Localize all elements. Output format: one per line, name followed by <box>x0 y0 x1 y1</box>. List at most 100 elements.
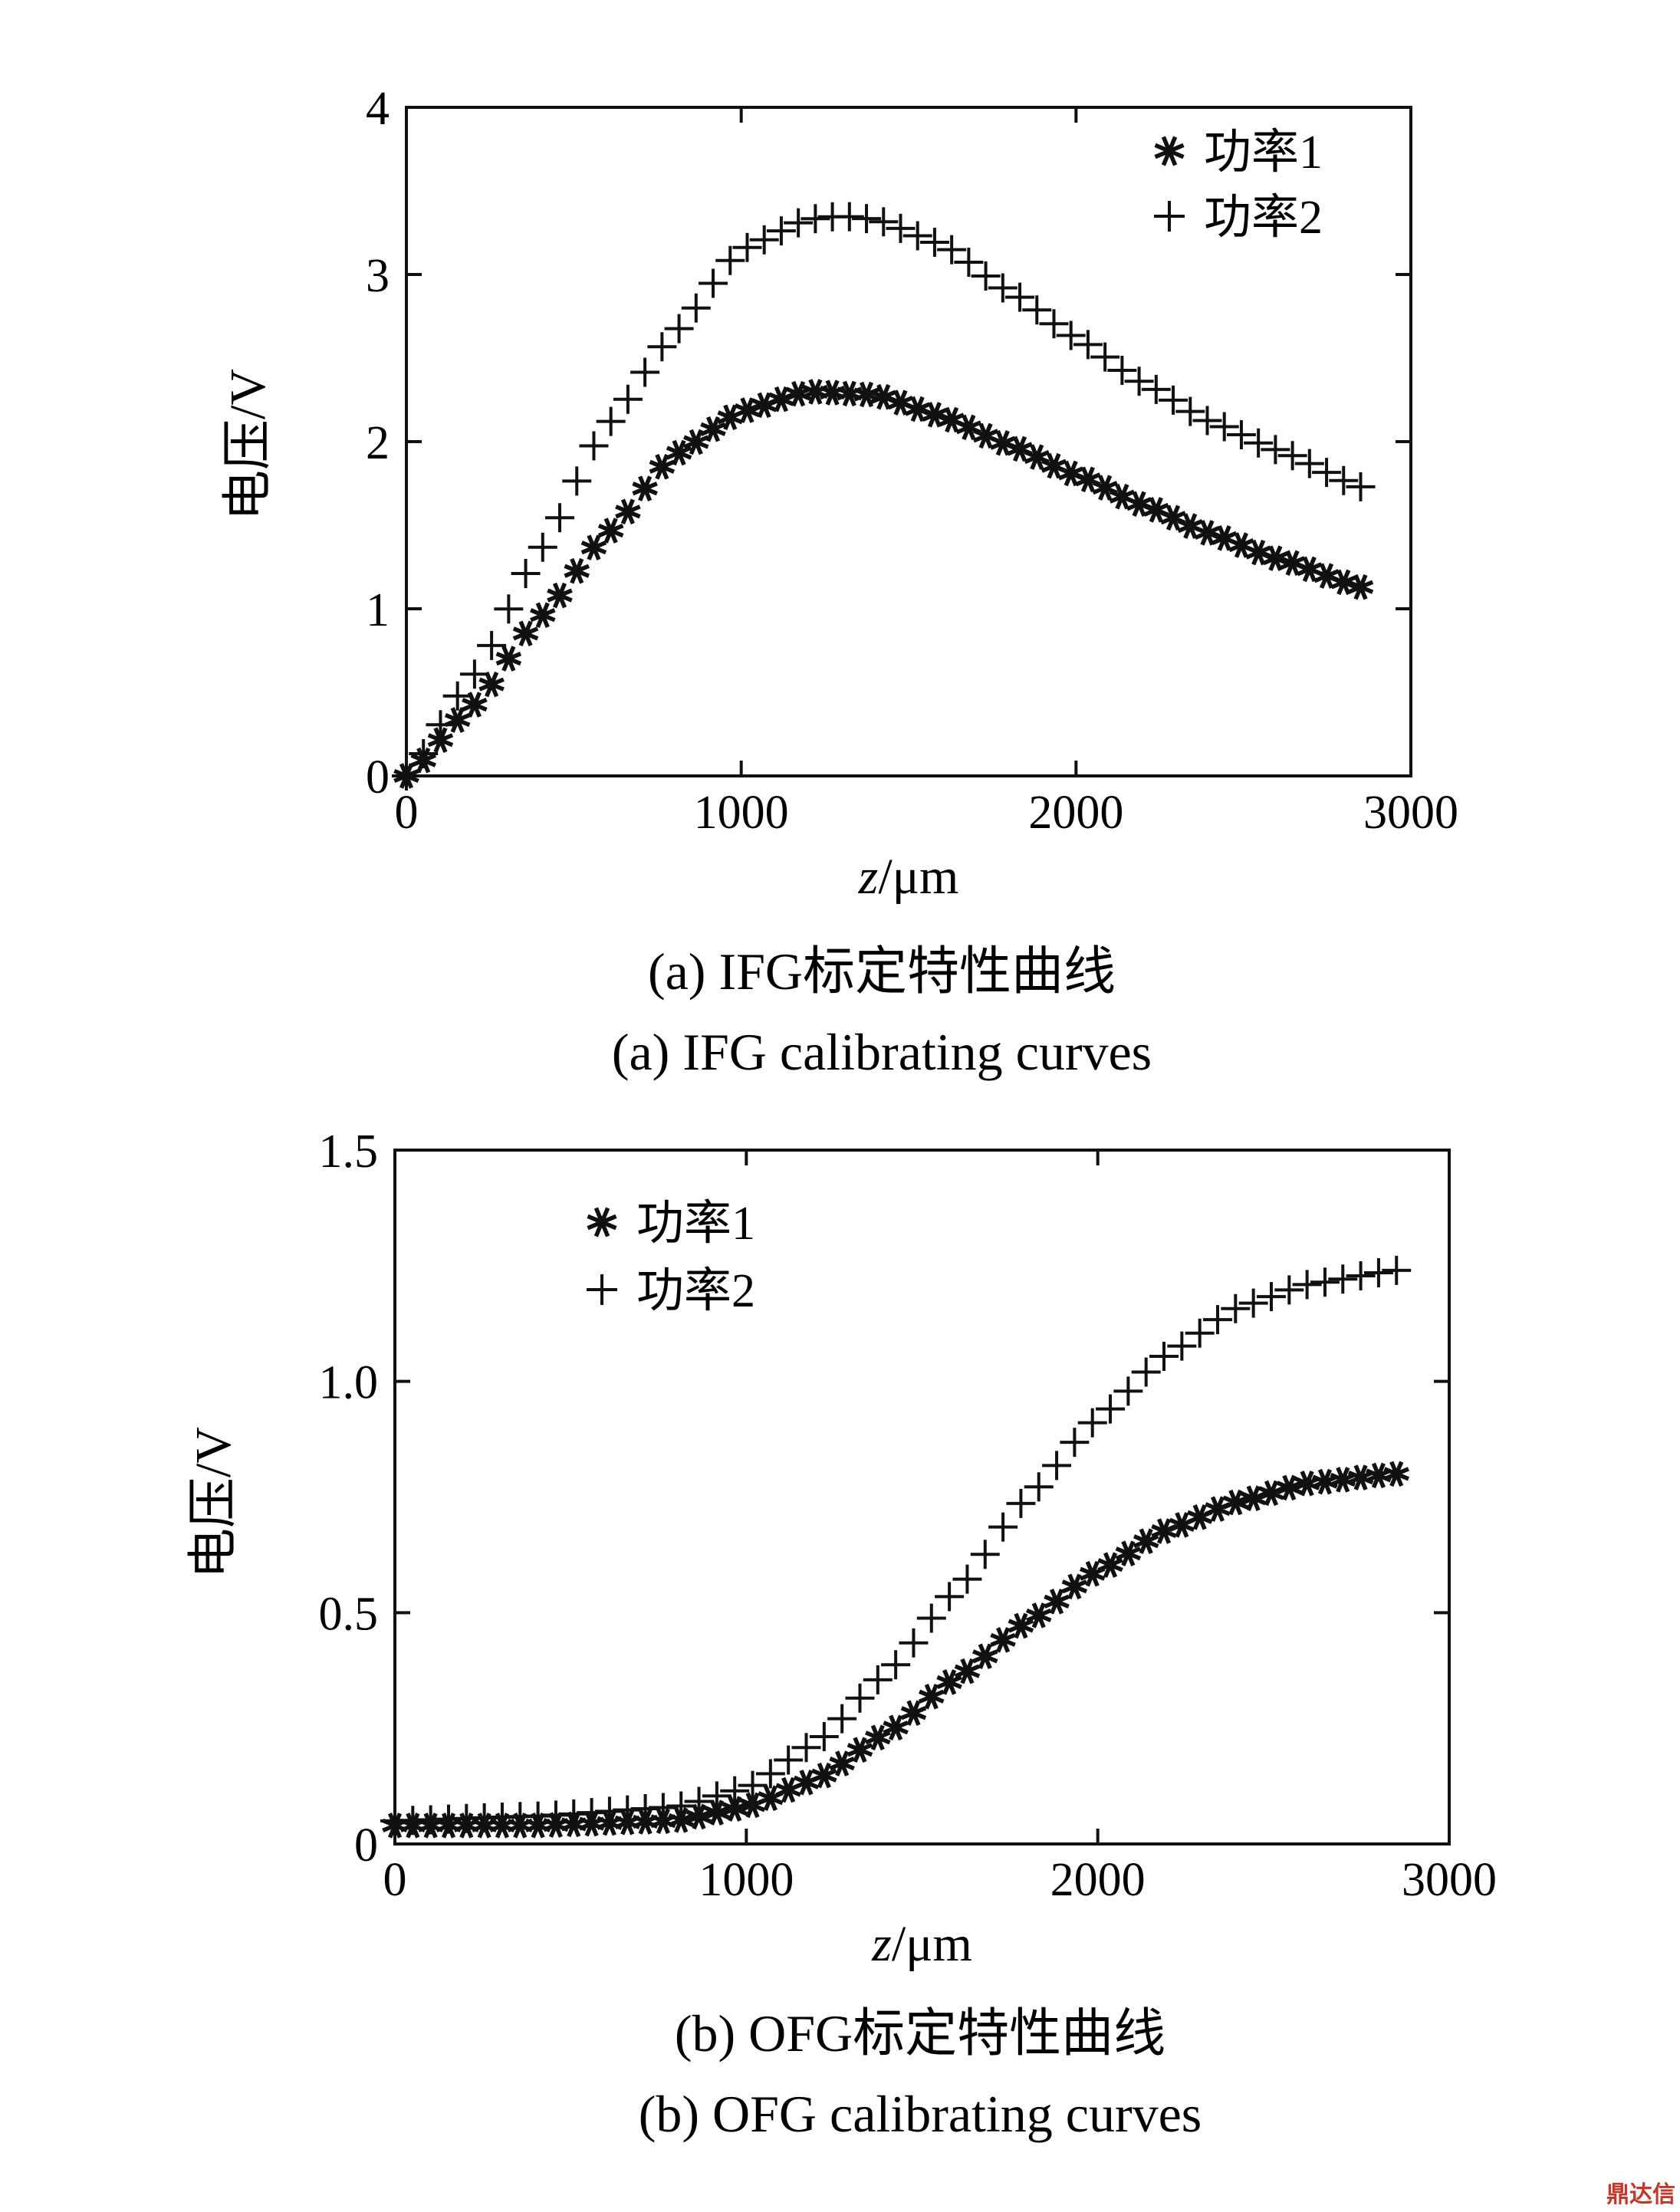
x-axis-unit: /μm <box>878 849 958 905</box>
asterisk-marker <box>939 406 965 433</box>
asterisk-marker <box>955 414 982 441</box>
chart-ofg: 0 1000 2000 3000 0 0.5 1.0 1.5 电压/V z/μm 功率1 功率2 (b)… <box>186 1126 1497 2143</box>
plus-marker <box>1328 1264 1358 1294</box>
asterisk-marker <box>990 430 1016 456</box>
plus-marker <box>587 1274 617 1305</box>
asterisk-marker <box>1279 550 1306 577</box>
plus-marker <box>1175 396 1205 426</box>
y-tick-label: 3 <box>366 250 390 302</box>
asterisk-marker <box>887 389 914 416</box>
plus-marker <box>1060 1428 1090 1458</box>
asterisk-marker <box>1079 1560 1106 1587</box>
asterisk-marker <box>785 380 811 407</box>
plus-marker <box>1238 1288 1268 1318</box>
plus-marker <box>899 1628 929 1658</box>
plus-marker <box>1277 441 1307 471</box>
x-tick-label: 2000 <box>1028 787 1123 839</box>
asterisk-marker <box>793 1769 820 1796</box>
asterisk-marker <box>904 396 931 422</box>
plus-marker <box>791 1733 821 1763</box>
asterisk-marker <box>462 692 488 718</box>
plus-marker <box>988 1512 1018 1542</box>
asterisk-marker <box>972 422 999 449</box>
asterisk-marker <box>512 620 539 647</box>
x-tick-label: 0 <box>395 787 419 839</box>
asterisk-marker <box>632 475 658 501</box>
watermark-text: 鼎达信 <box>1606 2181 1675 2208</box>
plus-marker <box>1329 465 1359 495</box>
plus-marker <box>1073 330 1103 360</box>
plus-marker <box>409 738 439 768</box>
plus-marker <box>732 232 762 262</box>
x-tick-label: 3000 <box>1402 1854 1497 1906</box>
plus-marker <box>1141 374 1171 404</box>
asterisk-marker <box>847 1737 873 1763</box>
y-axis-label: 电压/V <box>186 1427 242 1579</box>
plus-marker <box>1346 1260 1376 1290</box>
y-tick-label: 1.5 <box>319 1126 379 1178</box>
plus-marker <box>801 204 830 234</box>
series-plus <box>380 1255 1412 1836</box>
asterisk-marker <box>990 1627 1016 1653</box>
plus-marker <box>720 1776 750 1806</box>
asterisk-marker <box>919 1683 945 1710</box>
plus-marker <box>827 1704 857 1734</box>
plus-marker <box>1167 1331 1197 1361</box>
asterisk-marker <box>1024 444 1050 470</box>
plus-marker <box>809 1721 839 1751</box>
plus-marker <box>1042 1451 1072 1481</box>
x-tick-label: 0 <box>383 1854 407 1906</box>
asterisk-marker <box>1245 539 1271 566</box>
asterisk-marker <box>530 602 556 628</box>
asterisk-marker <box>954 1658 981 1684</box>
asterisk-marker <box>819 380 846 406</box>
asterisk-marker <box>922 402 948 428</box>
x-tick-label: 1000 <box>694 787 789 839</box>
asterisk-marker <box>1347 1464 1374 1491</box>
plus-marker <box>477 630 507 660</box>
asterisk-marker <box>1240 1485 1267 1511</box>
plus-marker <box>613 384 643 414</box>
plus-marker <box>1209 412 1239 442</box>
asterisk-marker <box>775 1777 801 1803</box>
plus-marker <box>834 202 864 232</box>
asterisk-marker <box>1057 460 1084 487</box>
plus-marker <box>916 1603 946 1633</box>
asterisk-marker <box>1222 1489 1249 1516</box>
asterisk-marker <box>1312 1468 1338 1495</box>
plus-marker <box>1124 366 1154 396</box>
asterisk-marker <box>870 383 897 410</box>
asterisk-marker <box>1097 1552 1123 1578</box>
asterisk-marker <box>1044 1589 1070 1615</box>
series-asterisk <box>393 379 1374 789</box>
plus-marker <box>1005 282 1035 312</box>
asterisk-marker <box>758 1785 784 1811</box>
asterisk-marker <box>802 379 829 405</box>
legend-entry: 功率2 <box>1154 192 1323 244</box>
plus-marker <box>902 221 932 251</box>
legend-label: 功率2 <box>1204 192 1323 244</box>
plus-marker <box>392 761 421 790</box>
asterisk-marker <box>883 1714 909 1740</box>
x-axis-var: z <box>858 849 879 905</box>
y-tick-label: 2 <box>366 417 390 469</box>
asterisk-marker <box>649 454 676 480</box>
legend-label: 功率1 <box>636 1198 755 1250</box>
plus-marker <box>1256 1282 1286 1312</box>
asterisk-marker <box>739 1792 766 1819</box>
asterisk-marker <box>751 392 778 419</box>
plus-marker <box>970 1540 1000 1569</box>
asterisk-marker <box>1160 505 1186 531</box>
plus-marker <box>1292 1270 1322 1300</box>
plus-marker <box>755 1759 785 1789</box>
plus-marker <box>937 235 967 265</box>
x-axis-unit: /μm <box>892 1916 972 1972</box>
asterisk-marker <box>734 397 761 423</box>
plus-marker <box>579 431 609 461</box>
plus-marker <box>954 247 984 277</box>
asterisk-marker <box>1194 520 1221 546</box>
plus-marker <box>863 1665 893 1694</box>
plus-marker <box>1221 1293 1251 1323</box>
asterisk-marker <box>1177 513 1204 539</box>
legend-label: 功率1 <box>1204 127 1323 179</box>
